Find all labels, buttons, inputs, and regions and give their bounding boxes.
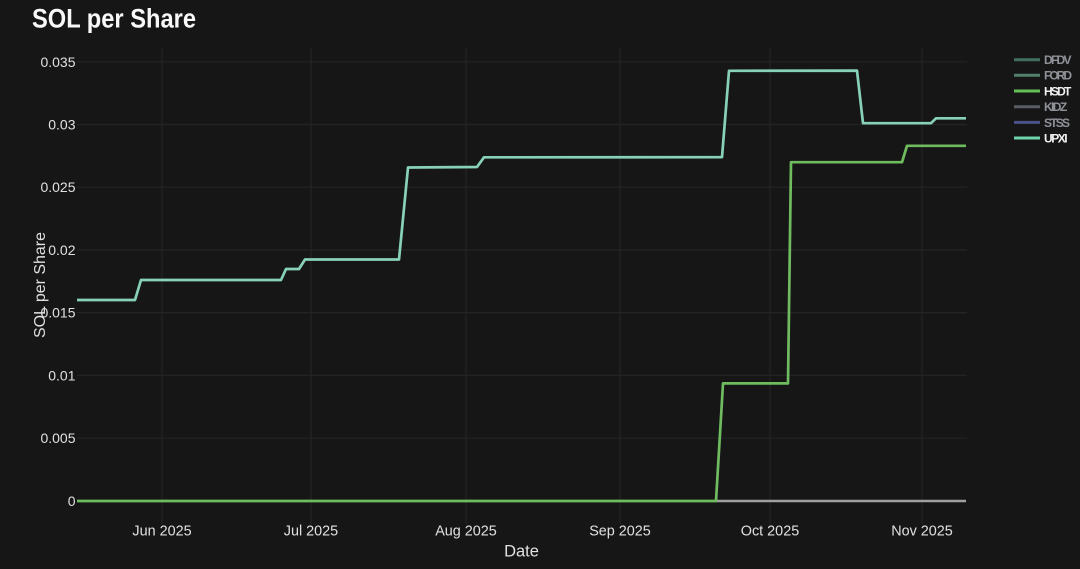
svg-text:Sep 2025: Sep 2025 — [589, 524, 651, 540]
svg-text:Jul 2025: Jul 2025 — [284, 524, 338, 540]
svg-text:HSDT: HSDT — [1044, 84, 1072, 98]
svg-text:Nov 2025: Nov 2025 — [891, 524, 953, 540]
svg-text:Date: Date — [504, 543, 539, 561]
svg-text:0.035: 0.035 — [40, 54, 75, 70]
svg-text:0.015: 0.015 — [40, 305, 75, 321]
svg-text:0.03: 0.03 — [48, 117, 75, 133]
svg-text:Aug 2025: Aug 2025 — [435, 524, 497, 540]
svg-text:SOL per Share: SOL per Share — [32, 4, 196, 34]
svg-text:0: 0 — [68, 493, 76, 509]
svg-text:Jun 2025: Jun 2025 — [132, 524, 191, 540]
svg-text:0.02: 0.02 — [48, 242, 75, 258]
svg-text:DFDV: DFDV — [1044, 53, 1072, 67]
svg-text:UPXI: UPXI — [1044, 131, 1068, 145]
svg-text:FORD: FORD — [1044, 69, 1072, 83]
svg-text:KIDZ: KIDZ — [1044, 100, 1067, 114]
svg-text:0.025: 0.025 — [40, 179, 75, 195]
svg-text:SOL per Share: SOL per Share — [32, 232, 49, 338]
svg-text:0.01: 0.01 — [48, 367, 75, 383]
svg-text:STSS: STSS — [1044, 116, 1070, 130]
svg-text:0.005: 0.005 — [40, 430, 75, 446]
svg-text:Oct 2025: Oct 2025 — [741, 524, 799, 540]
